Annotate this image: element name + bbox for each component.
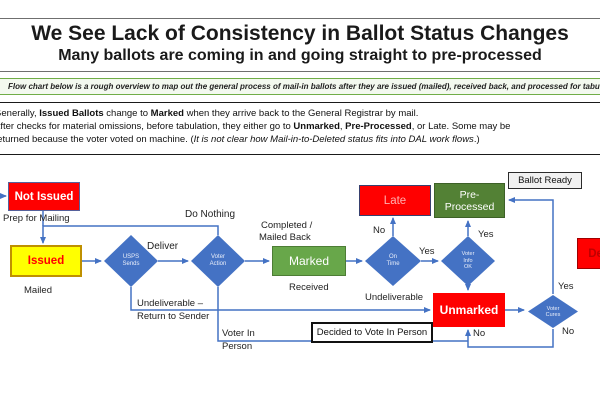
label-do-nothing: Do Nothing	[185, 209, 236, 220]
overview-note-box: Flow chart below is a rough overview to …	[0, 78, 600, 95]
label-completed-line1: Completed /	[261, 220, 313, 231]
description-text: Generally, Issued Ballots change to Mark…	[0, 107, 510, 146]
not-issued-label: Not Issued	[14, 190, 74, 203]
page-subtitle: Many ballots are coming in and going str…	[58, 47, 542, 64]
issued-label: Issued	[27, 255, 65, 267]
late-label: Late	[383, 194, 407, 207]
label-yes-voter-info: Yes	[478, 229, 494, 240]
label-undeliverable-return-line1: Undeliverable –	[137, 298, 204, 309]
description-line-2: After checks for material omissions, bef…	[0, 121, 511, 132]
pre-processed-label-line2: Processed	[444, 200, 495, 213]
status-box-marked: Marked	[272, 246, 346, 276]
deleted-label: Deleted	[588, 247, 600, 260]
label-no-unmarked: No	[473, 328, 486, 339]
label-no-on-time: No	[373, 225, 386, 236]
ballot-ready-label: Ballot Ready	[518, 175, 572, 186]
status-box-late: Late	[359, 185, 431, 216]
status-box-deleted: Deleted	[577, 238, 600, 269]
label-undeliverable-return-line2: Return to Sender	[137, 311, 210, 322]
page-title: We See Lack of Consistency in Ballot Sta…	[31, 22, 569, 45]
overview-note-text: Flow chart below is a rough overview to …	[8, 82, 600, 91]
label-mailed: Mailed	[24, 285, 52, 296]
label-no-voter-cures: No	[562, 326, 575, 337]
label-completed-line2: Mailed Back	[259, 232, 311, 243]
callout-ballot-ready: Ballot Ready	[508, 172, 582, 189]
label-deliver: Deliver	[147, 241, 179, 252]
label-voter-in-person-line2: Person	[222, 341, 253, 352]
callout-decided-vote-in-person: Decided to Vote In Person	[311, 322, 433, 343]
title-block: We See Lack of Consistency in Ballot Sta…	[0, 18, 600, 72]
status-box-not-issued: Not Issued	[8, 182, 80, 211]
decided-label: Decided to Vote In Person	[316, 327, 428, 338]
status-box-pre-processed: Pre- Processed	[434, 183, 505, 218]
label-undeliverable: Undeliverable	[365, 292, 424, 303]
status-box-unmarked: Unmarked	[433, 293, 505, 327]
label-voter-in-person-line1: Voter In	[222, 328, 255, 339]
label-prep-for-mailing: Prep for Mailing	[3, 213, 70, 224]
marked-label: Marked	[288, 254, 329, 268]
description-line-3: returned because the voter voted on mach…	[0, 134, 480, 145]
status-box-issued: Issued	[10, 245, 82, 277]
pre-processed-label-line1: Pre-	[459, 188, 480, 201]
label-received: Received	[289, 282, 329, 293]
description-line-1: Generally, Issued Ballots change to Mark…	[0, 108, 419, 119]
description-box: Generally, Issued Ballots change to Mark…	[0, 102, 600, 155]
label-yes-on-time: Yes	[419, 246, 435, 257]
label-yes-voter-cures: Yes	[558, 281, 574, 292]
unmarked-label: Unmarked	[439, 303, 499, 317]
